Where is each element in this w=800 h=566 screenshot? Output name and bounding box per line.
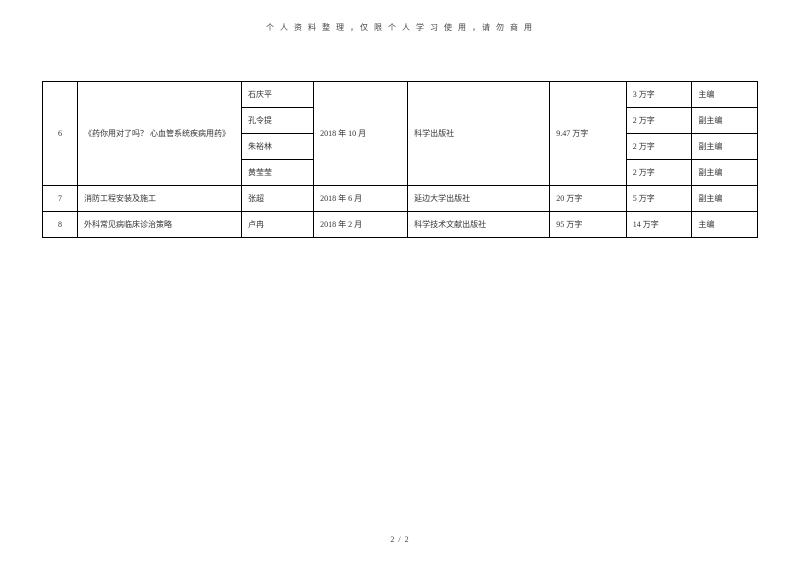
author-word-count: 14 万字 [626, 212, 692, 238]
author-name: 孔令提 [241, 108, 313, 134]
author-word-count: 3 万字 [626, 82, 692, 108]
author-role: 主编 [692, 82, 758, 108]
book-title: 《药你用对了吗？ 心血管系统疾病用药》 [77, 82, 241, 186]
data-table: 6 《药你用对了吗？ 心血管系统疾病用药》 石庆平 2018 年 10 月 科学… [42, 81, 758, 238]
publish-date: 2018 年 2 月 [314, 212, 408, 238]
header-note: 个 人 资 料 整 理 ，仅 限 个 人 学 习 使 用 ，请 勿 商 用 [0, 0, 800, 33]
author-role: 主编 [692, 212, 758, 238]
table-row: 6 《药你用对了吗？ 心血管系统疾病用药》 石庆平 2018 年 10 月 科学… [43, 82, 758, 108]
publish-date: 2018 年 10 月 [314, 82, 408, 186]
book-title: 外科常见病临床诊治策略 [77, 212, 241, 238]
publisher: 延边大学出版社 [408, 186, 550, 212]
row-number: 6 [43, 82, 78, 186]
author-role: 副主编 [692, 108, 758, 134]
book-title: 消防工程安装及施工 [77, 186, 241, 212]
author-word-count: 5 万字 [626, 186, 692, 212]
author-role: 副主编 [692, 160, 758, 186]
page-number: 2 / 2 [0, 535, 800, 544]
publisher: 科学技术文献出版社 [408, 212, 550, 238]
publish-date: 2018 年 6 月 [314, 186, 408, 212]
author-name: 黄莹莹 [241, 160, 313, 186]
author-word-count: 2 万字 [626, 108, 692, 134]
row-number: 8 [43, 212, 78, 238]
author-word-count: 2 万字 [626, 160, 692, 186]
total-word-count: 95 万字 [550, 212, 627, 238]
author-name: 卢冉 [241, 212, 313, 238]
author-name: 张超 [241, 186, 313, 212]
data-table-container: 6 《药你用对了吗？ 心血管系统疾病用药》 石庆平 2018 年 10 月 科学… [42, 81, 758, 238]
total-word-count: 20 万字 [550, 186, 627, 212]
table-row: 7 消防工程安装及施工 张超 2018 年 6 月 延边大学出版社 20 万字 … [43, 186, 758, 212]
row-number: 7 [43, 186, 78, 212]
author-word-count: 2 万字 [626, 134, 692, 160]
table-row: 8 外科常见病临床诊治策略 卢冉 2018 年 2 月 科学技术文献出版社 95… [43, 212, 758, 238]
author-role: 副主编 [692, 186, 758, 212]
author-name: 朱裕林 [241, 134, 313, 160]
publisher: 科学出版社 [408, 82, 550, 186]
author-name: 石庆平 [241, 82, 313, 108]
author-role: 副主编 [692, 134, 758, 160]
total-word-count: 9.47 万字 [550, 82, 627, 186]
